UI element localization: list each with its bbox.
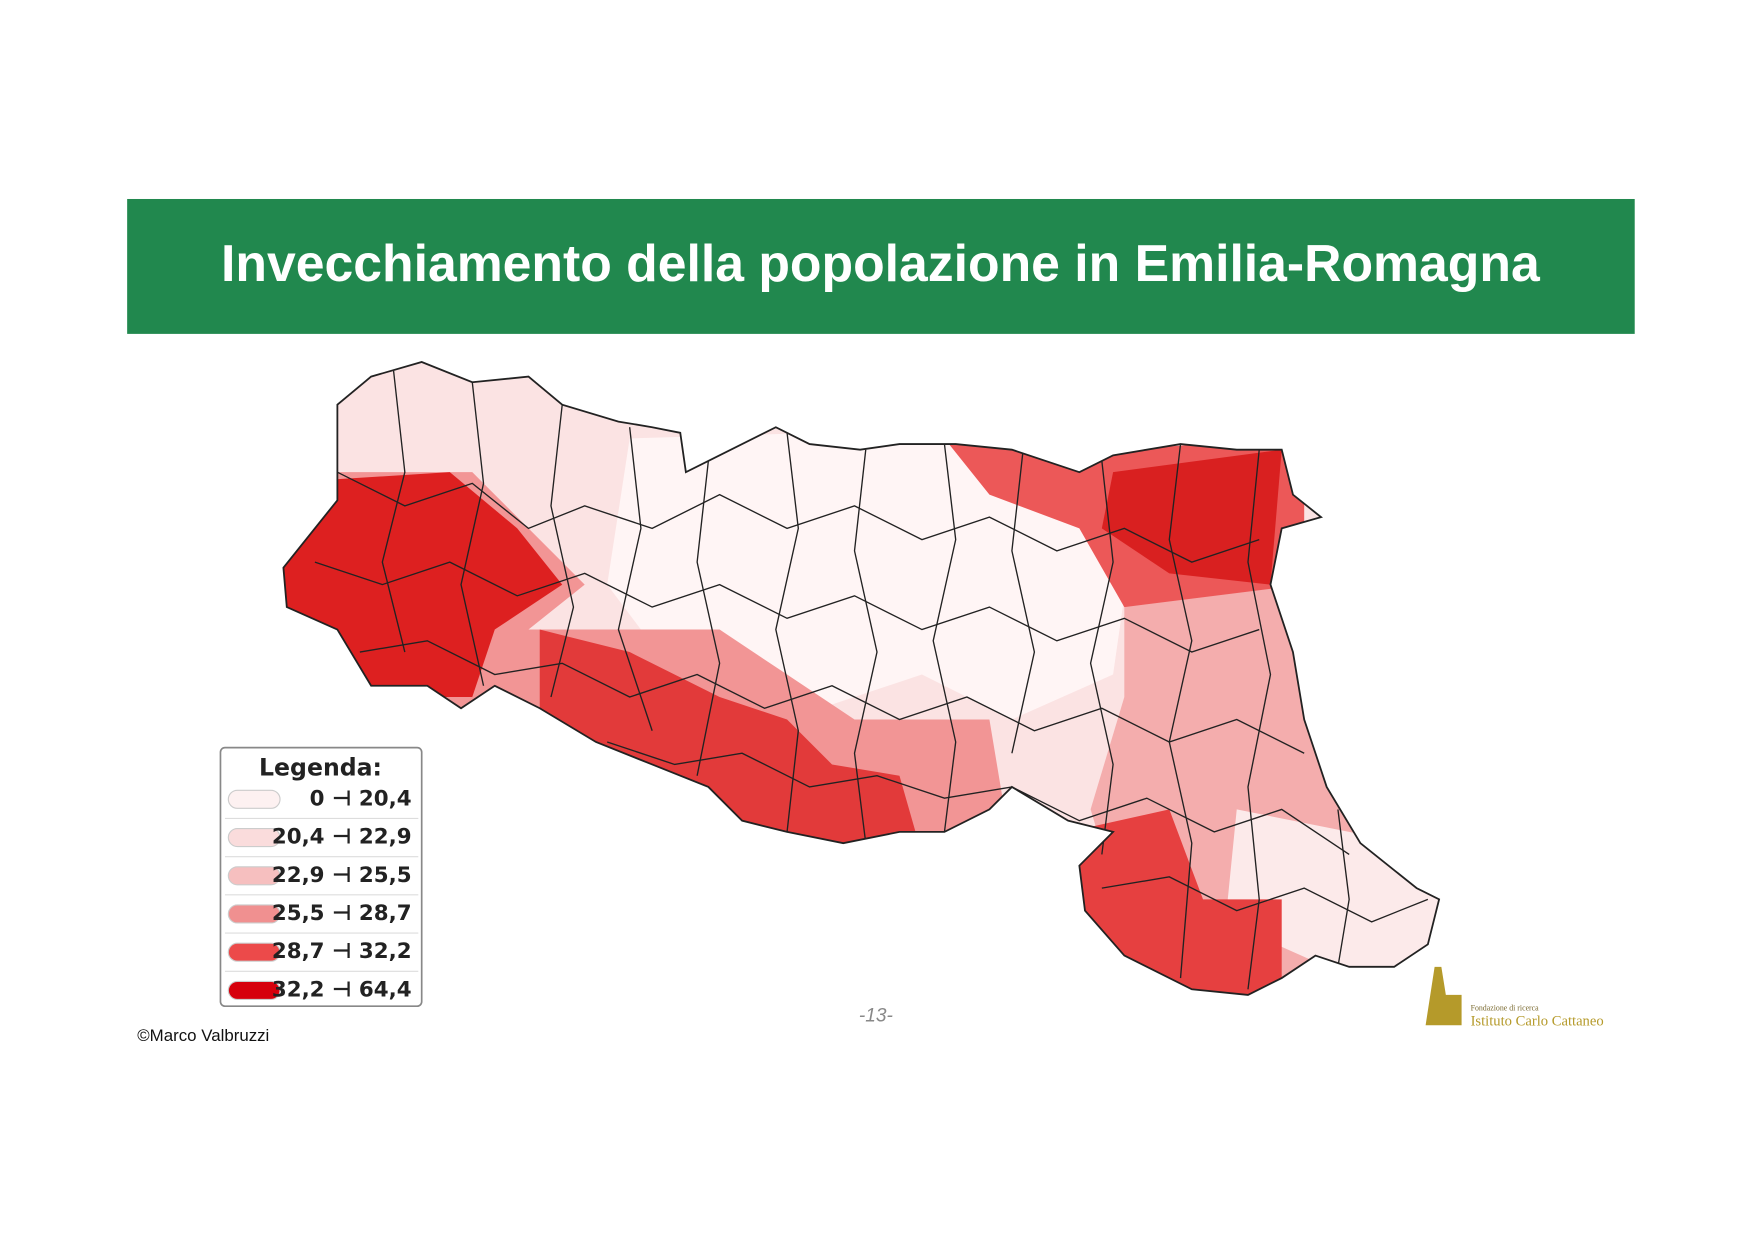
legend-label: 28,7 ⊣ 32,2 [272, 939, 412, 964]
legend: Legenda: 0 ⊣ 20,4 20,4 ⊣ 22,9 22,9 ⊣ 25,5 2… [219, 746, 423, 1008]
legend-label: 32,2 ⊣ 64,4 [272, 977, 412, 1002]
region-outline [282, 361, 1441, 996]
border [606, 741, 1350, 855]
border [1101, 876, 1429, 923]
legend-label: 22,9 ⊣ 25,5 [272, 863, 412, 888]
border [381, 370, 1350, 990]
title: Invecchiamento della popolazione in Emil… [221, 234, 1541, 292]
legend-swatch [227, 789, 281, 809]
legend-swatch [227, 904, 281, 924]
logo: Fondazione di ricerca Istituto Carlo Cat… [1425, 966, 1604, 1029]
logo-name: Istituto Carlo Cattaneo [1471, 1013, 1604, 1029]
map-area-ferrara-dark [1101, 449, 1282, 585]
logo-icon [1425, 966, 1462, 1026]
legend-label: 20,4 ⊣ 22,9 [272, 825, 412, 850]
credit: ©Marco Valbruzzi [137, 1026, 269, 1045]
legend-label: 0 ⊣ 20,4 [310, 786, 412, 811]
legend-swatch [227, 980, 281, 1000]
border [337, 471, 1260, 563]
legend-swatch [227, 827, 281, 848]
legend-swatch [227, 942, 281, 962]
page-number: -13- [859, 1005, 893, 1026]
municipal-borders [314, 370, 1429, 990]
border [359, 640, 1305, 754]
legend-label: 25,5 ⊣ 28,7 [272, 901, 412, 926]
legend-box [219, 746, 423, 1008]
legend-title: Legenda: [259, 753, 382, 781]
logo-subtitle: Fondazione di ricerca [1471, 1004, 1540, 1013]
legend-swatch [227, 866, 281, 886]
title-bar [127, 198, 1635, 334]
border [314, 561, 1260, 653]
